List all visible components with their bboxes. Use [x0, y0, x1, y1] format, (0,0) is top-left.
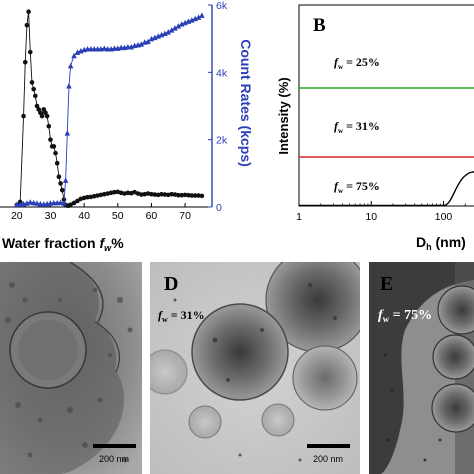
- panel-b-y-label: Intensity (%): [276, 77, 291, 154]
- panel-a-data-point: [29, 80, 35, 85]
- panel-a-data-point: [196, 193, 201, 198]
- panel-a-data-point: [125, 190, 131, 196]
- panel-c-tem-image: 200 nm: [0, 262, 142, 474]
- panel-a-data-point: [168, 27, 175, 33]
- panel-a-data-point: [58, 181, 63, 186]
- panel-a-x-tick-label: 20: [11, 210, 23, 222]
- panel-a-data-point: [53, 150, 58, 156]
- panel-a-x-tick-label: 30: [45, 210, 57, 222]
- panel-a-data-point: [54, 160, 60, 166]
- panel-a-data-point: [67, 62, 74, 69]
- panel-a-data-point: [149, 191, 154, 197]
- panel-a-data-point: [152, 192, 158, 197]
- panel-d-scale-bar: [307, 444, 350, 448]
- panel-a-data-point: [145, 38, 151, 45]
- panel-e-letter: E: [380, 273, 393, 295]
- panel-a-data-point: [51, 144, 57, 149]
- panel-b-title: B: [313, 15, 326, 36]
- panel-e-fw-label: fw = 75%: [378, 308, 432, 324]
- panel-a-data-point: [39, 113, 45, 119]
- panel-c-scale-label: 200 nm: [99, 454, 129, 464]
- panel-a-data-point: [159, 191, 164, 197]
- panel-a-data-point: [31, 86, 36, 92]
- panel-a-data-point: [26, 9, 31, 15]
- panel-a-data-point: [61, 200, 67, 206]
- panel-a-data-point: [101, 45, 108, 51]
- panel-a-data-point: [24, 22, 30, 28]
- panel-a-data-point: [162, 192, 168, 197]
- panel-a-data-point: [21, 113, 26, 119]
- panel-a-data-point: [189, 193, 195, 198]
- panel-a-y-label: Count Rates (kcps): [238, 39, 254, 167]
- panel-a-y-tick-label: 6k: [216, 0, 228, 12]
- panel-d-tem-image: 200 nm: [150, 262, 360, 474]
- panel-a-data-point: [139, 192, 144, 197]
- panel-a-data-point: [195, 14, 202, 20]
- panel-a-data-point: [66, 83, 72, 89]
- panel-a-y-tick-label: 0: [216, 202, 222, 214]
- panel-a-data-point: [27, 199, 34, 205]
- panel-a-data-point: [30, 199, 37, 206]
- panel-a-data-point: [176, 192, 181, 198]
- panel-b-series: fw = 25% fw = 31% fw = 75%: [299, 55, 474, 207]
- panel-b-series-label: fw = 75%: [334, 179, 380, 195]
- panel-b-x-tick-label: 10: [365, 211, 377, 223]
- panel-e-tem-image: [369, 262, 474, 474]
- panel-b-series-line-3: [299, 171, 474, 207]
- panel-a-data-point: [169, 191, 174, 197]
- panel-a-data-point: [112, 189, 117, 195]
- panel-a-y-tick-label: 4k: [216, 67, 228, 79]
- panel-d-scale-label: 200 nm: [313, 454, 343, 464]
- panel-a-data-point: [71, 200, 77, 206]
- panel-a-x-tick-label: 50: [112, 210, 124, 222]
- panel-d-fw-label: fw = 31%: [158, 308, 205, 324]
- panel-b-chart: B Intensity (%) 1 10 100 fw = 25%fw = 31%f…: [276, 4, 474, 252]
- panel-a-data-point: [172, 25, 178, 31]
- panel-a-data-point: [179, 192, 185, 198]
- panel-a-y-tick-label: 2k: [216, 135, 228, 147]
- panel-a-data-point: [56, 174, 62, 179]
- panel-c-scale-bar: [93, 444, 136, 448]
- panel-a-data-point: [59, 187, 65, 193]
- panel-a-data-point: [22, 59, 28, 65]
- panel-a-data-point: [64, 130, 71, 136]
- panel-a-data-point: [199, 12, 205, 18]
- panel-a-data-point: [71, 52, 77, 59]
- panel-a-data-point: [37, 200, 44, 207]
- panel-a-data-point: [27, 49, 33, 55]
- panel-d-letter: D: [164, 273, 178, 295]
- panel-a-data-point: [57, 199, 64, 206]
- panel-a-x-tick-label: 40: [78, 210, 90, 222]
- panel-a-x-label: Water fraction fw%: [2, 235, 124, 253]
- panel-b-series-label: fw = 25%: [334, 55, 380, 71]
- panel-a-y-ticks: 0 2k 4k 6k: [208, 0, 228, 214]
- panel-a-data-point: [34, 200, 40, 206]
- panel-a-data-point: [186, 192, 191, 198]
- panel-b-x-label: Dh (nm): [416, 234, 466, 252]
- panel-a-data-point: [46, 123, 52, 129]
- panel-a-x-tick-label: 60: [146, 210, 158, 222]
- panel-b-x-tick-label: 100: [435, 211, 453, 223]
- panel-a-data-point: [85, 194, 90, 200]
- panel-a-data-point: [182, 192, 188, 198]
- panel-a-data-point: [138, 41, 145, 47]
- panel-a-data-point: [192, 193, 198, 198]
- panel-a-data-point: [62, 177, 69, 183]
- panel-a-data-point: [33, 93, 38, 99]
- panel-a-series: [14, 9, 205, 208]
- panel-a-x-tick-label: 70: [179, 210, 191, 222]
- panel-a-data-point: [44, 113, 50, 119]
- panel-a-data-point: [175, 23, 182, 29]
- panel-a-data-point: [199, 193, 205, 199]
- panel-a-data-point: [165, 29, 172, 35]
- panel-b-x-tick-label: 1: [296, 211, 302, 223]
- panel-a-data-point: [75, 198, 80, 204]
- panel-b-series-label: fw = 31%: [334, 119, 380, 135]
- panel-a-data-point: [48, 137, 53, 142]
